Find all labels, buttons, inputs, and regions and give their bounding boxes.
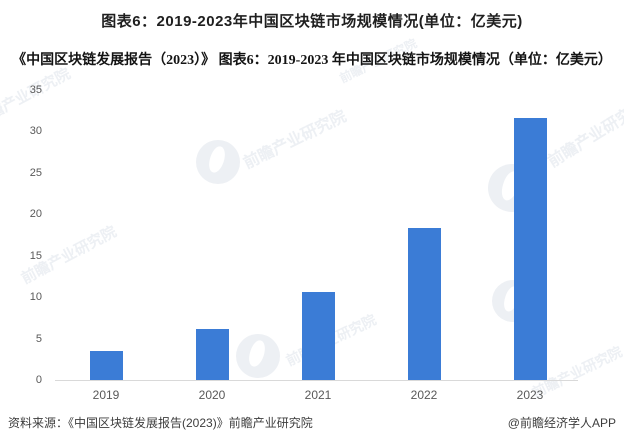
- y-axis-tick-label: 10: [29, 291, 42, 304]
- watermark-text: 前瞻产业研究院: [241, 108, 350, 173]
- chart-title: 图表6：2019-2023年中国区块链市场规模情况(单位：亿美元): [101, 13, 523, 30]
- x-axis-tick-label: 2023: [516, 388, 544, 402]
- chart-footer: 资料来源：《中国区块链发展报告(2023)》前瞻产业研究院 @前瞻经济学人APP: [8, 414, 616, 431]
- watermark-logo-icon: [196, 140, 240, 184]
- x-axis-tick-label: 2020: [198, 388, 226, 402]
- source-text: 资料来源：《中国区块链发展报告(2023)》前瞻产业研究院: [8, 416, 313, 430]
- x-axis-tick-label: 2019: [92, 388, 120, 402]
- credit-text: @前瞻经济学人APP: [507, 416, 616, 430]
- bar-2021: [301, 292, 335, 380]
- y-axis-tick-label: 30: [29, 125, 42, 138]
- y-axis-tick-label: 5: [35, 332, 42, 345]
- x-axis-tick-label: 2022: [410, 388, 438, 402]
- x-axis-line: [55, 380, 578, 381]
- y-axis-tick-label: 25: [29, 166, 42, 179]
- bar-2023: [513, 118, 547, 380]
- watermark-logo-icon: [236, 334, 280, 378]
- x-axis-tick-label: 2021: [304, 388, 332, 402]
- y-axis-tick-label: 15: [29, 249, 42, 262]
- bar-2020: [195, 328, 229, 380]
- bar-2022: [407, 228, 441, 380]
- y-axis-tick-label: 0: [35, 374, 42, 386]
- watermark-text: 前瞻产业研究院: [545, 97, 624, 172]
- chart-subtitle: 《中国区块链发展报告（2023）》 图表6：2019-2023 年中国区块链市场…: [12, 53, 612, 68]
- y-axis-tick-label: 35: [29, 84, 42, 96]
- bar-2019: [89, 351, 123, 380]
- y-axis-tick-label: 20: [29, 208, 42, 221]
